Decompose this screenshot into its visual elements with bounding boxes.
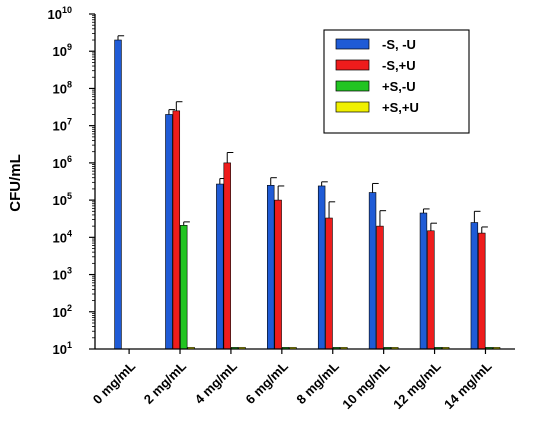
bar [317, 185, 326, 350]
x-tick-label: 10 mg/mL [339, 358, 393, 412]
bar [427, 230, 435, 350]
y-tick-label: 108 [53, 79, 72, 96]
legend-swatch [335, 38, 370, 50]
bar [223, 162, 231, 350]
bar [478, 232, 486, 350]
legend: -S, -U -S,+U +S,-U +S,+U [323, 29, 470, 134]
y-tick-label: 1010 [48, 5, 72, 22]
y-tick-label: 102 [53, 303, 72, 320]
legend-swatch [335, 101, 370, 113]
bar [470, 222, 479, 350]
legend-swatch [335, 59, 370, 71]
bar [216, 183, 224, 350]
bar [376, 225, 384, 350]
y-axis-label: CFU/mL [7, 154, 24, 212]
y-tick-label: 109 [53, 42, 72, 59]
x-tick-label: 0 mg/mL [90, 358, 138, 406]
x-tick-label: 4 mg/mL [192, 358, 240, 406]
x-tick-label: 6 mg/mL [243, 358, 291, 406]
y-tick-label: 105 [53, 191, 72, 208]
bar [274, 199, 282, 350]
x-tick-label: 14 mg/mL [441, 358, 495, 412]
legend-label: -S,+U [382, 58, 416, 73]
x-tick-label: 8 mg/mL [293, 358, 341, 406]
y-tick-label: 103 [53, 266, 72, 283]
bar [172, 110, 181, 350]
y-tick-label: 104 [53, 228, 72, 245]
bar [114, 39, 122, 350]
bar [325, 217, 333, 350]
legend-label: -S, -U [382, 37, 416, 52]
legend-label: +S,+U [382, 100, 419, 115]
y-tick-label: 101 [53, 340, 72, 357]
x-tick-label: 2 mg/mL [141, 358, 189, 406]
legend-label: +S,-U [382, 79, 416, 94]
y-tick-label: 107 [53, 117, 72, 134]
bar [368, 192, 377, 350]
bar [419, 212, 428, 350]
bar [165, 114, 173, 350]
x-tick-label: 12 mg/mL [390, 358, 444, 412]
bar [267, 184, 275, 350]
bar [180, 225, 188, 350]
legend-swatch [335, 80, 370, 92]
y-tick-label: 106 [53, 154, 72, 171]
